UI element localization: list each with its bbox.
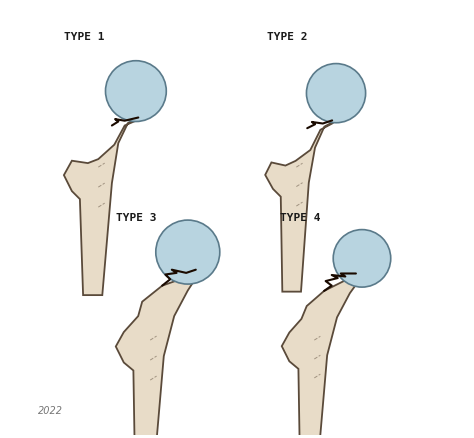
Text: TYPE 4: TYPE 4 [280,213,321,223]
Text: TYPE 2: TYPE 2 [267,32,308,42]
Circle shape [307,64,365,123]
Circle shape [156,220,220,284]
Circle shape [333,230,391,287]
Polygon shape [64,117,138,295]
Polygon shape [265,120,336,292]
Polygon shape [282,273,360,438]
Text: TYPE 3: TYPE 3 [116,213,156,223]
Text: TYPE 1: TYPE 1 [64,32,105,42]
Text: 2022: 2022 [38,406,63,416]
Polygon shape [116,270,198,438]
Circle shape [106,61,166,121]
